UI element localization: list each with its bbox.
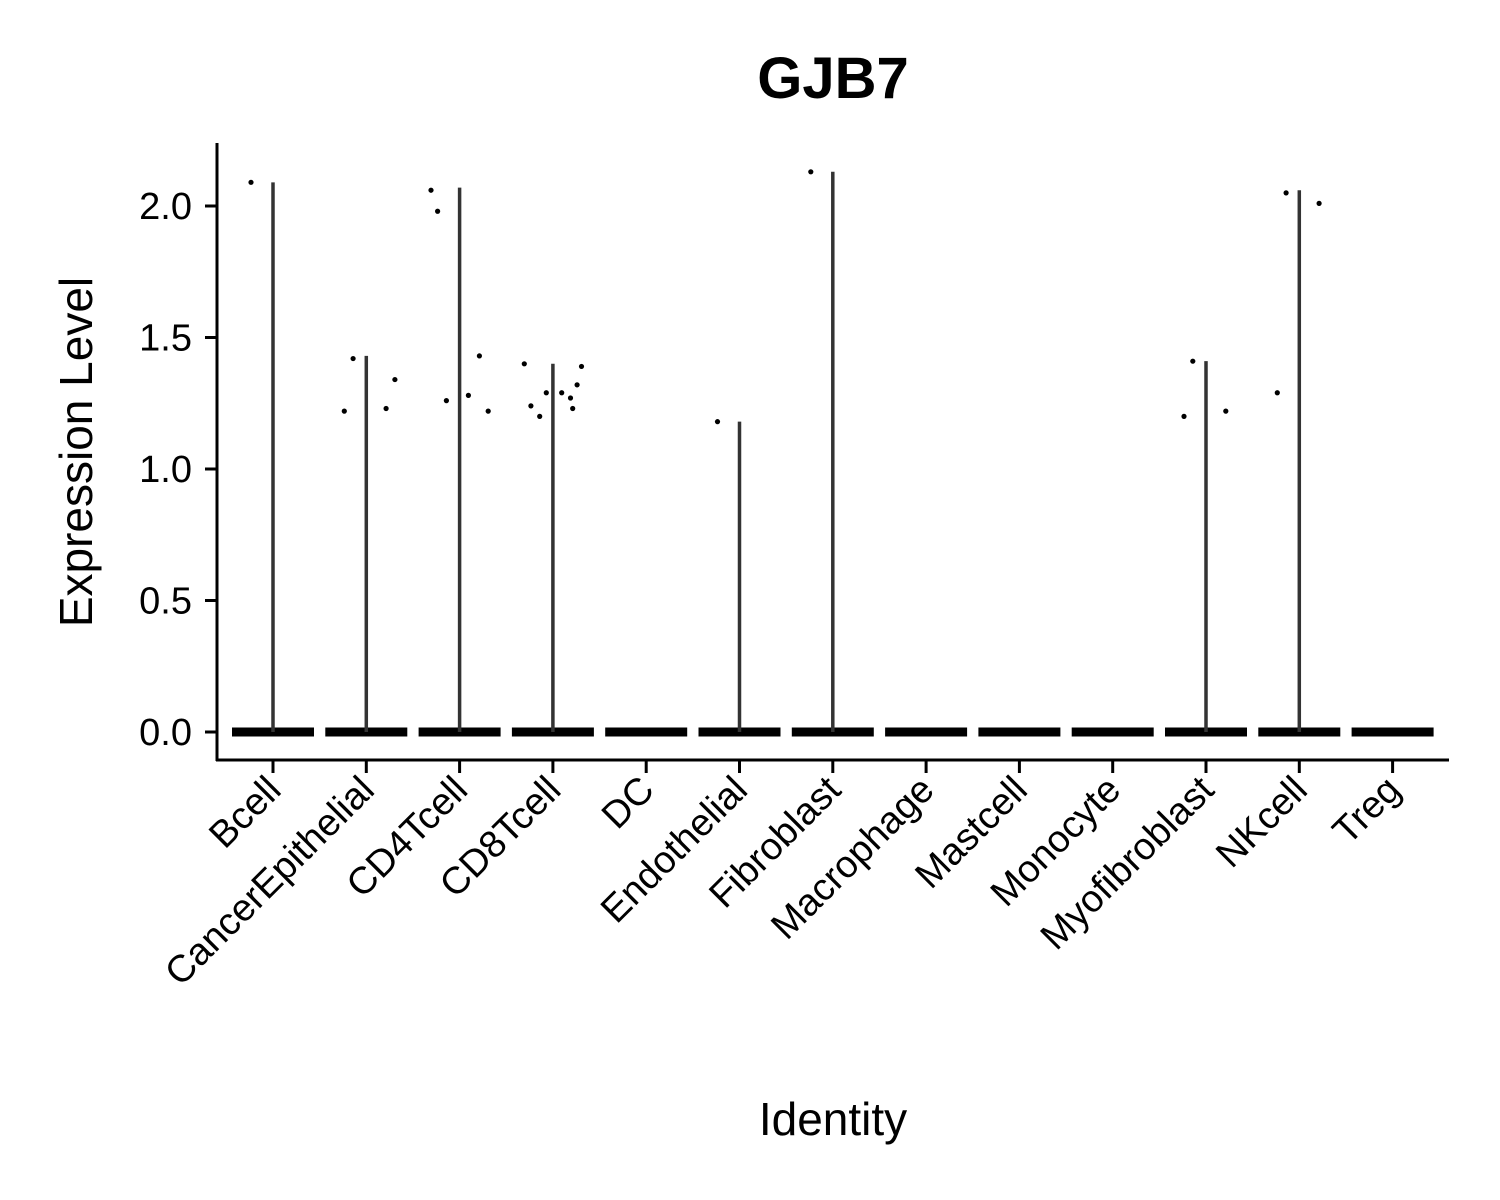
x-axis-label: Identity [759, 1093, 907, 1145]
data-point [435, 208, 441, 214]
data-point [1274, 390, 1280, 396]
data-point [350, 355, 356, 362]
data-point [485, 408, 491, 414]
data-point [1190, 358, 1196, 364]
chart-title: GJB7 [757, 46, 909, 111]
x-tick-label-Bcell: Bcell [201, 769, 289, 857]
data-point [559, 390, 565, 396]
x-tick-label-DC: DC [594, 769, 663, 838]
data-point [714, 419, 721, 425]
data-point [578, 363, 585, 370]
data-point [428, 187, 434, 193]
data-point [392, 376, 398, 383]
data-point [1223, 408, 1229, 414]
data-point [341, 408, 347, 414]
y-axis-label: Expression Level [50, 277, 102, 627]
data-point [570, 405, 576, 412]
y-tick-label: 2.0 [139, 186, 192, 228]
data-point [574, 382, 580, 388]
y-tick-label: 0.0 [139, 712, 192, 754]
data-point [383, 405, 389, 412]
data-point [465, 392, 471, 398]
x-tick-label-Treg: Treg [1325, 769, 1409, 853]
data-point [521, 361, 527, 367]
data-point [567, 395, 574, 401]
y-axis-ticks: 0.0 0.5 1.0 1.5 2.0 [139, 186, 217, 754]
data-point [808, 169, 814, 175]
y-tick-label: 0.5 [139, 581, 192, 623]
data-point [1283, 190, 1289, 196]
y-tick-label: 1.5 [139, 318, 192, 360]
x-tick-label-NKcell: NKcell [1208, 769, 1315, 876]
data-point [1316, 200, 1322, 206]
data-point [443, 398, 449, 404]
y-tick-label: 1.0 [139, 449, 192, 491]
data-point [1181, 413, 1187, 419]
data-point [528, 403, 534, 409]
data-point [537, 413, 543, 419]
plot-area [232, 169, 1434, 737]
data-point [248, 179, 254, 185]
data-point [543, 390, 549, 396]
data-point [476, 353, 482, 359]
